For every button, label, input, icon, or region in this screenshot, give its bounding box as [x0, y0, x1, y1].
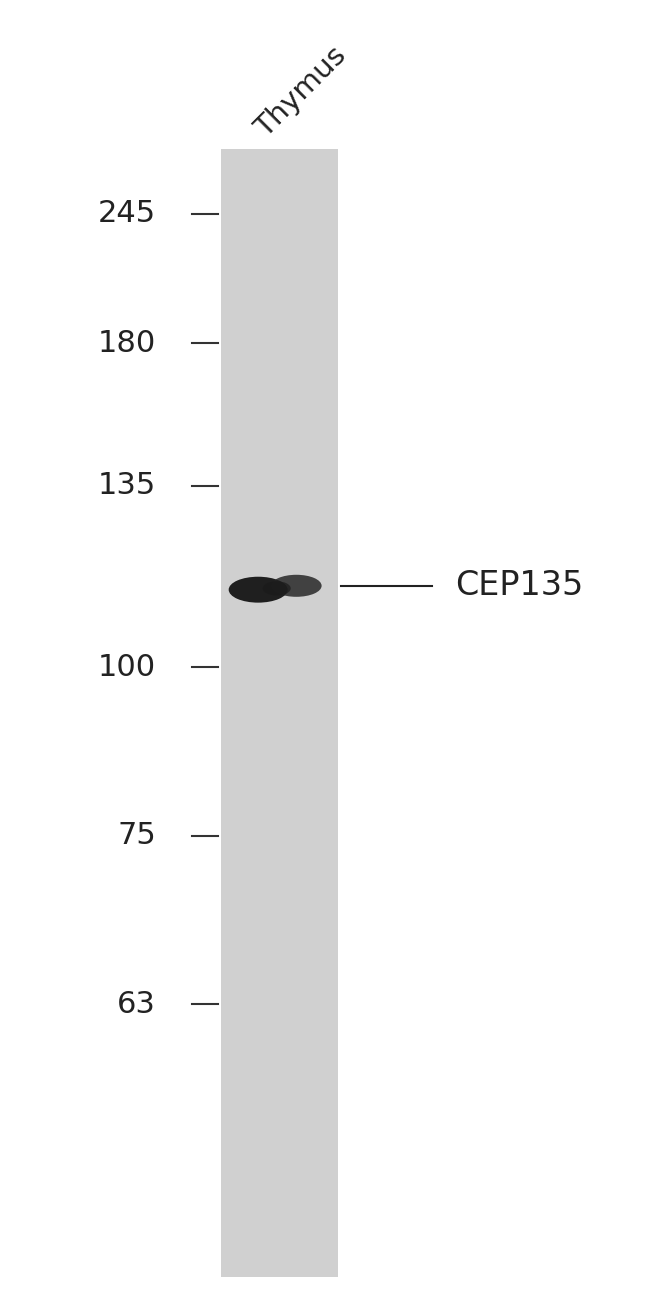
Text: 75: 75 — [117, 822, 156, 850]
Ellipse shape — [263, 582, 291, 596]
Text: 135: 135 — [98, 472, 156, 500]
Text: 180: 180 — [98, 329, 156, 358]
Ellipse shape — [271, 575, 322, 597]
Text: CEP135: CEP135 — [455, 569, 583, 603]
Ellipse shape — [229, 577, 288, 603]
Text: 100: 100 — [98, 653, 156, 682]
Text: 63: 63 — [117, 990, 156, 1019]
Bar — [221, 149, 338, 1277]
Text: Thymus: Thymus — [250, 41, 352, 143]
Text: 245: 245 — [98, 200, 156, 228]
